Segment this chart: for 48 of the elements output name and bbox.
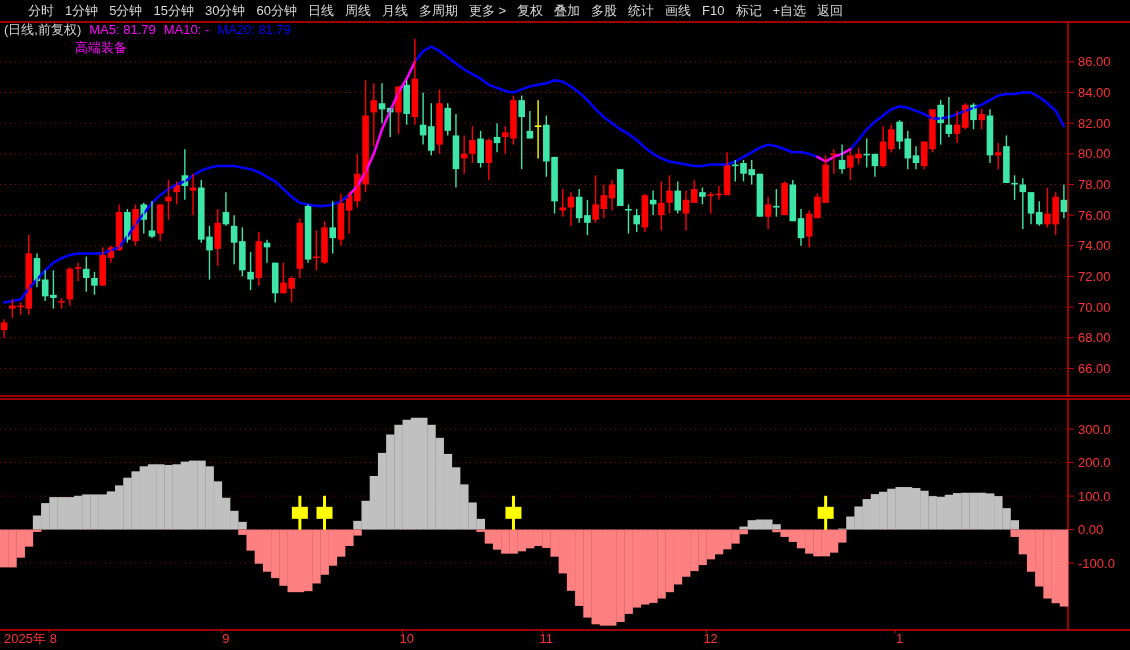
x-tick-label: 9 bbox=[222, 631, 230, 646]
text: 叠加 bbox=[554, 3, 581, 18]
text: 统计 bbox=[628, 3, 655, 18]
y-tick-label: 100.0 bbox=[1078, 488, 1111, 504]
annotation: MA5: 81.79 bbox=[89, 22, 156, 37]
text: +自选 bbox=[772, 3, 807, 18]
text: 15分钟 bbox=[153, 3, 194, 18]
text: 60分钟 bbox=[256, 3, 297, 18]
y-tick-label: 74.00 bbox=[1078, 238, 1111, 254]
text: 标记 bbox=[734, 3, 762, 18]
text: 30分钟 bbox=[204, 3, 246, 18]
text: 多股 bbox=[591, 3, 618, 18]
y-tick-label: 0.00 bbox=[1078, 522, 1104, 538]
annotation: 高端装备 bbox=[75, 40, 127, 55]
text: 周线 bbox=[344, 3, 371, 18]
text: 1分钟 bbox=[65, 3, 99, 18]
annotation: MA20: 81.79 bbox=[217, 22, 292, 37]
text: 月线 bbox=[381, 3, 408, 18]
annotation: (日线,前复权) bbox=[4, 22, 82, 37]
x-tick-label: 1 bbox=[895, 631, 904, 646]
y-tick-label: 82.00 bbox=[1078, 115, 1111, 131]
y-tick-label: 70.00 bbox=[1078, 299, 1111, 315]
y-tick-label: 78.00 bbox=[1078, 176, 1111, 192]
text: 返回 bbox=[817, 3, 844, 18]
text: 画线 bbox=[665, 3, 692, 18]
y-tick-label: 86.00 bbox=[1078, 54, 1111, 70]
text: 更多 > bbox=[468, 3, 507, 18]
text: 5分钟 bbox=[109, 3, 143, 18]
text: 2025年 bbox=[4, 631, 46, 646]
y-tick-label: 76.00 bbox=[1078, 207, 1111, 223]
y-tick-label: 68.00 bbox=[1078, 330, 1111, 346]
y-tick-label: 300.0 bbox=[1078, 421, 1111, 437]
x-tick-label: 11 bbox=[539, 631, 554, 646]
text: F10 bbox=[702, 3, 725, 18]
text: 分时 bbox=[28, 3, 54, 18]
annotation: MA10: - bbox=[163, 22, 210, 37]
text: 日线 bbox=[307, 3, 334, 18]
y-tick-label: 84.00 bbox=[1078, 85, 1111, 101]
y-tick-label: 66.00 bbox=[1078, 360, 1111, 376]
y-tick-label: -100.0 bbox=[1078, 555, 1115, 571]
x-tick-label: 10 bbox=[399, 631, 414, 646]
y-tick-label: 80.00 bbox=[1078, 146, 1111, 162]
y-tick-label: 72.00 bbox=[1078, 268, 1111, 284]
text: 复权 bbox=[517, 3, 544, 18]
y-tick-label: 200.0 bbox=[1078, 455, 1111, 471]
x-tick-label: 12 bbox=[703, 631, 718, 646]
text: 多周期 bbox=[418, 3, 458, 18]
x-tick-label: 8 bbox=[49, 631, 58, 646]
